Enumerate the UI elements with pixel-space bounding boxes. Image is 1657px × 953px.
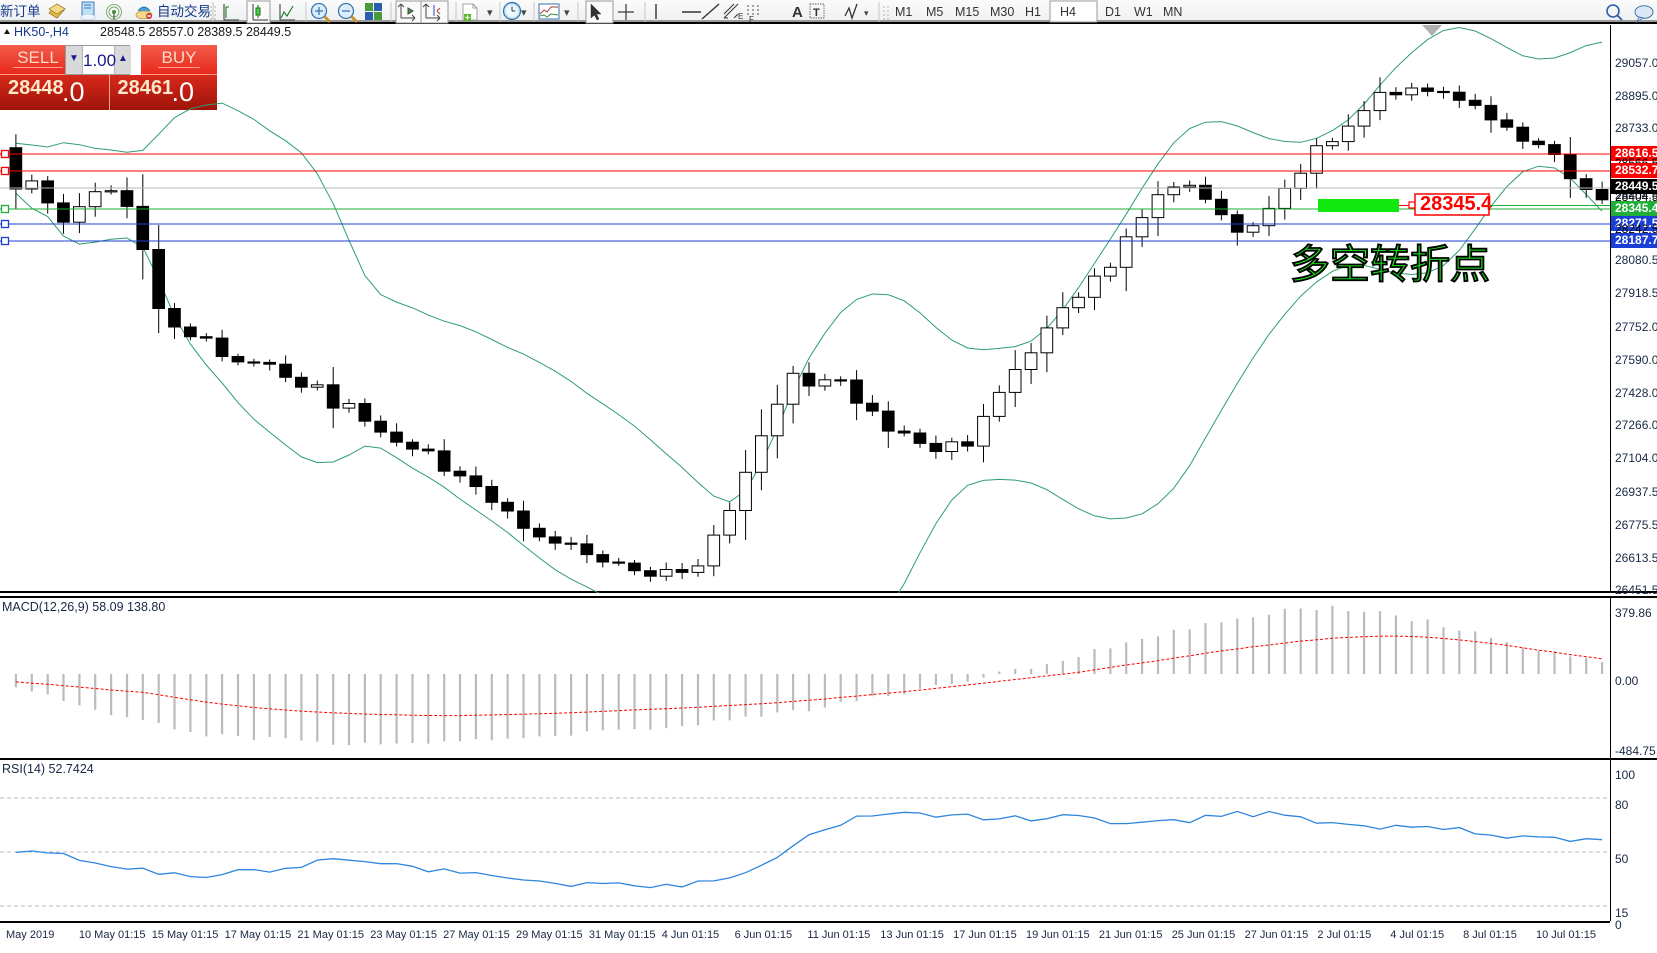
svg-text:D1: D1 [1105,5,1121,19]
svg-text:W1: W1 [1134,5,1153,19]
svg-text:E: E [738,12,743,21]
svg-text:F: F [749,15,754,24]
svg-text:M30: M30 [990,5,1014,19]
svg-text:MN: MN [1163,5,1182,19]
svg-text:▾: ▾ [564,7,570,19]
svg-text:M5: M5 [926,5,943,19]
svg-text:M1: M1 [895,5,912,19]
svg-text:▾: ▾ [521,7,527,19]
svg-text:M15: M15 [955,5,979,19]
svg-text:H4: H4 [1060,5,1076,19]
svg-text:▾: ▾ [864,8,869,18]
svg-text:自动交易: 自动交易 [157,3,211,19]
svg-text:H1: H1 [1025,5,1041,19]
svg-text:T: T [813,7,820,19]
svg-text:新订单: 新订单 [0,4,41,19]
svg-text:A: A [792,4,803,21]
svg-text:▾: ▾ [487,7,493,19]
